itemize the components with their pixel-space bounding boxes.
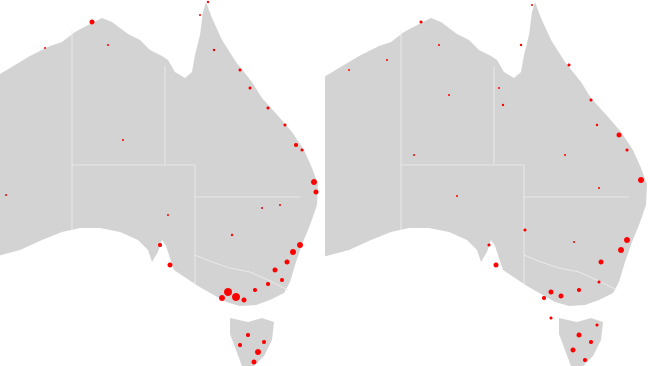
location-dot xyxy=(238,343,242,347)
location-dot xyxy=(618,247,624,253)
location-dot xyxy=(248,86,252,90)
location-dot xyxy=(487,243,491,247)
location-dot xyxy=(294,143,298,147)
location-dot xyxy=(583,358,587,362)
location-dot xyxy=(624,237,630,243)
location-dot xyxy=(567,63,571,67)
location-dot xyxy=(300,148,304,152)
location-dot xyxy=(448,94,450,96)
location-dot xyxy=(272,267,278,273)
left-map xyxy=(0,0,319,366)
right-map-wrap xyxy=(325,1,648,366)
location-dot xyxy=(558,293,564,299)
location-dot xyxy=(313,189,319,195)
location-dot xyxy=(241,297,247,303)
location-dot xyxy=(284,259,290,265)
location-dot xyxy=(493,262,499,268)
location-dot xyxy=(230,233,234,237)
location-dot xyxy=(311,179,317,185)
location-dot xyxy=(280,278,284,282)
location-dot xyxy=(597,280,601,284)
location-dot xyxy=(523,228,527,232)
location-dot xyxy=(297,242,303,248)
location-dot xyxy=(625,148,629,152)
right-map xyxy=(325,1,648,366)
location-dot xyxy=(598,187,600,189)
location-dot xyxy=(386,59,388,61)
location-dot xyxy=(283,123,287,127)
location-dot xyxy=(266,282,270,286)
location-dot xyxy=(224,288,232,296)
location-dot xyxy=(564,154,566,156)
location-dot xyxy=(438,44,440,46)
location-dot xyxy=(595,123,599,127)
location-dot xyxy=(501,103,505,107)
location-dot xyxy=(219,295,225,301)
location-dot xyxy=(212,48,216,52)
location-dot xyxy=(542,296,546,300)
location-dot xyxy=(498,87,500,89)
location-dot xyxy=(577,288,581,292)
location-dot xyxy=(413,154,415,156)
location-dot xyxy=(251,359,257,365)
location-dot xyxy=(253,288,257,292)
location-dot xyxy=(290,249,296,255)
location-dot xyxy=(348,69,350,71)
location-dot xyxy=(519,43,523,47)
location-dot xyxy=(638,177,644,183)
australia-outline xyxy=(325,1,648,366)
locations xyxy=(5,0,319,365)
location-dot xyxy=(246,333,250,337)
location-dot xyxy=(206,0,210,4)
location-dot xyxy=(262,340,266,344)
location-dot xyxy=(107,44,109,46)
location-dot xyxy=(570,347,576,353)
location-dot xyxy=(5,194,7,196)
location-dot xyxy=(456,195,458,197)
location-dot xyxy=(549,316,553,320)
location-dot xyxy=(44,47,46,49)
location-dot xyxy=(266,106,270,110)
location-dot xyxy=(616,132,622,138)
location-dot xyxy=(576,332,582,338)
location-dot xyxy=(261,207,263,209)
locations xyxy=(348,4,644,362)
location-dot xyxy=(238,68,242,72)
location-dot xyxy=(589,98,593,102)
location-dot xyxy=(598,259,604,265)
location-dot xyxy=(419,20,423,24)
location-dot xyxy=(199,14,201,16)
location-dot xyxy=(255,349,261,355)
location-dot xyxy=(89,19,95,25)
location-dot xyxy=(531,4,533,6)
location-dot xyxy=(122,139,124,141)
location-dot xyxy=(279,204,281,206)
location-dot xyxy=(573,241,575,243)
australia-outline xyxy=(0,1,319,366)
location-dot xyxy=(167,214,169,216)
location-dot xyxy=(167,262,173,268)
location-dot xyxy=(589,340,593,344)
location-dot xyxy=(548,289,554,295)
location-dot xyxy=(158,243,162,247)
location-dot xyxy=(232,293,240,301)
location-dot xyxy=(595,323,599,327)
